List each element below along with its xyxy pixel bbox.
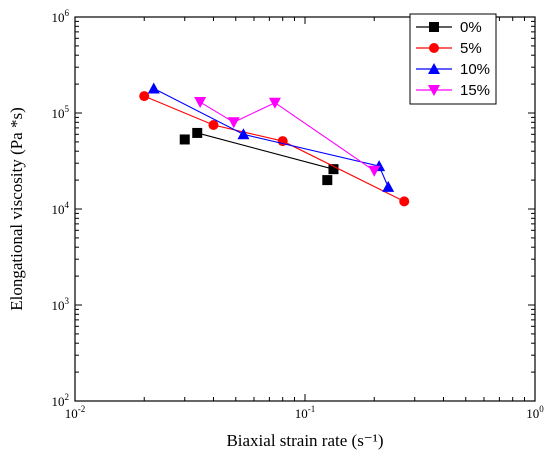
legend-entry: 10% [416,61,490,78]
legend-entry: 0% [416,19,482,36]
data-point [268,97,281,109]
y-tick-label: 105 [52,104,70,121]
data-point [328,164,339,175]
data-point [382,180,395,192]
data-point [147,82,160,94]
data-point [179,134,190,145]
data-point [399,196,410,207]
data-point [192,127,203,138]
data-point [194,97,207,109]
x-tick-label: 10-2 [65,404,86,421]
legend: 0% 5% 10% 15% [409,13,497,105]
series-2 [147,82,395,192]
series-3 [194,97,381,177]
x-tick-label: 100 [526,404,544,421]
series-layer [139,82,410,207]
data-point [208,119,219,130]
legend-marker [429,22,439,32]
legend-marker [428,85,440,96]
legend-marker [429,43,439,53]
plot-frame [74,16,536,402]
series-1 [139,91,410,207]
y-tick-label: 106 [52,8,70,25]
y-tick-label: 103 [52,296,70,313]
legend-entry: 5% [416,40,482,57]
data-point [368,165,381,177]
legend-box [409,13,497,105]
legend-label: 5% [460,40,482,57]
y-axis-title: Elongational viscosity (Pa *s) [7,107,26,311]
legend-label: 10% [460,61,490,78]
data-point [322,175,333,186]
x-axis-title: Biaxial strain rate (s⁻¹) [226,431,383,450]
y-tick-label: 104 [52,200,70,217]
series-line [199,101,375,172]
series-0 [179,127,339,186]
series-line [153,88,389,188]
x-tick-label: 10-1 [295,404,316,421]
data-point [237,128,250,140]
series-line [144,95,405,202]
series-line [197,132,334,170]
legend-label: 0% [460,19,482,36]
data-point [227,117,240,129]
legend-marker [428,63,440,74]
data-point [139,91,150,102]
legend-entry: 15% [416,82,490,99]
legend-label: 15% [460,82,490,99]
